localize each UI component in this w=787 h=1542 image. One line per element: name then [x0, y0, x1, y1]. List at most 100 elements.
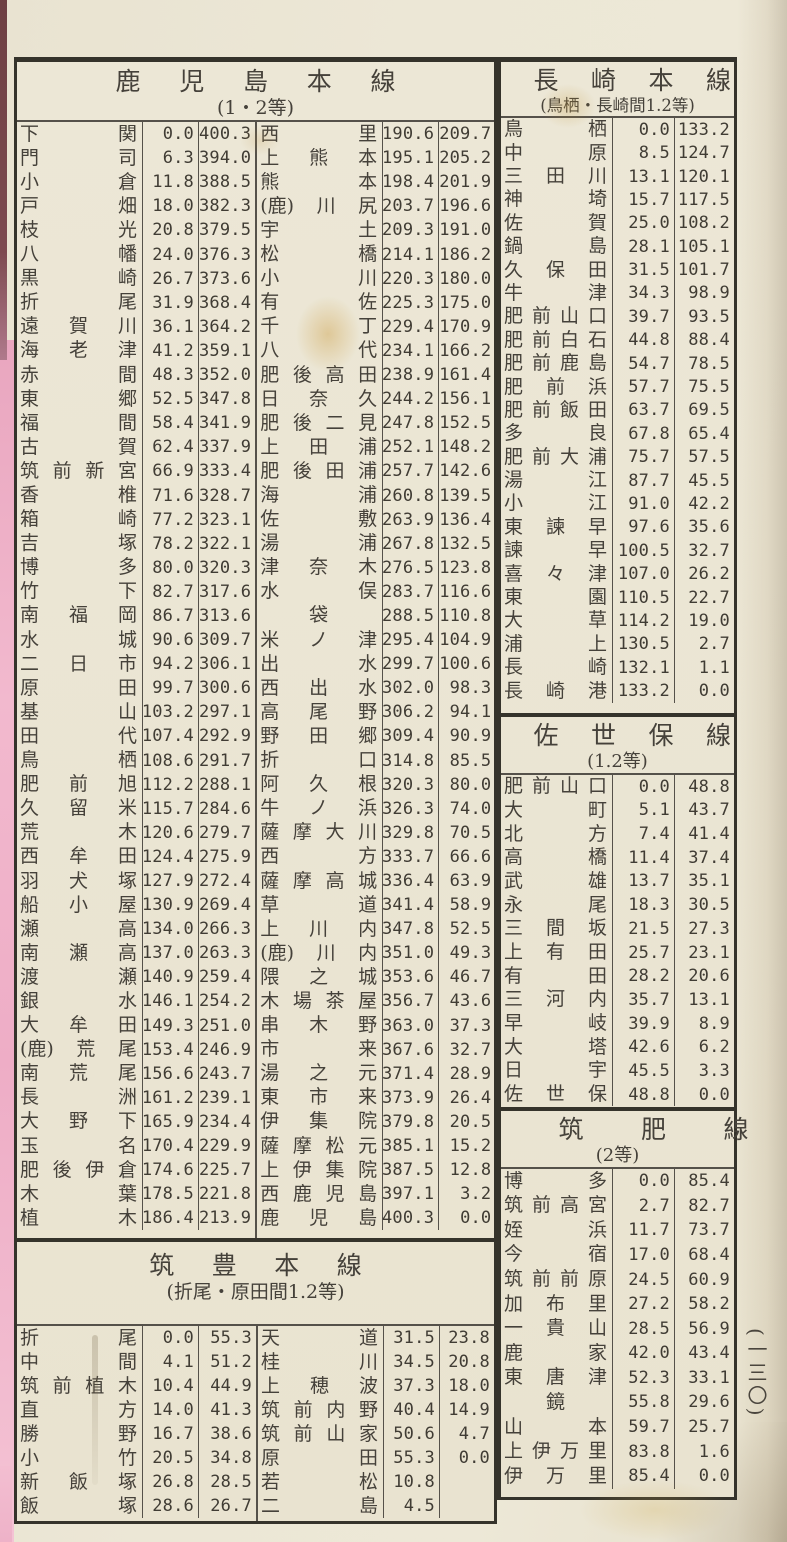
station-name: 箱崎 — [17, 507, 143, 532]
station-name: 上有田 — [501, 940, 613, 965]
station-name: 門司 — [17, 146, 143, 171]
distance-down-km: 4.5 — [384, 1494, 440, 1518]
distance-down-km: 36.1 — [143, 314, 199, 339]
distance-down-km: 78.2 — [143, 531, 199, 556]
station-name: 多良 — [501, 422, 613, 446]
station-name: 西牟田 — [17, 844, 143, 869]
station-row: 浦上 130.5 2.7 — [501, 632, 734, 657]
station-name: 木場茶屋 — [257, 989, 384, 1014]
station-name: 小川 — [257, 266, 384, 291]
distance-up-km: 309.7 — [199, 630, 252, 651]
station-row: 串木野 363.0 37.3 — [257, 1013, 494, 1038]
station-row: 有田 28.2 20.6 — [501, 964, 734, 989]
section-subtitle: (2等) — [595, 1145, 640, 1167]
distance-down-km: 146.1 — [142, 989, 199, 1014]
distance-up-km: 101.7 — [677, 260, 730, 281]
station-name: 長崎 — [501, 656, 613, 680]
station-row: 西牟田 124.4 275.9 — [17, 844, 255, 869]
distance-up-km: 38.6 — [210, 1424, 252, 1444]
distance-down-km: 252.1 — [382, 435, 440, 460]
distance-up-km: 14.9 — [448, 1400, 490, 1420]
distance-up-km: 35.1 — [688, 871, 730, 892]
distance-up-km: 209.7 — [439, 124, 492, 145]
distance-down-km: 124.4 — [142, 844, 199, 869]
distance-up-km: 259.4 — [199, 967, 252, 988]
distance-up-km: 60.9 — [688, 1269, 730, 1290]
station-name: 三田川 — [501, 164, 613, 189]
station-name: 日宇 — [501, 1059, 613, 1083]
distance-up-km: 279.7 — [199, 822, 252, 843]
station-row: 津奈木 276.5 123.8 — [257, 555, 494, 580]
station-row: 長崎港 133.2 0.0 — [501, 679, 734, 703]
station-row: 香椎 71.6 328.7 — [17, 483, 255, 508]
distance-down-km: 31.9 — [143, 290, 199, 315]
station-name: 阿久根 — [257, 772, 384, 797]
right-panel: 長崎本線 (鳥栖・長崎間1.2等) 鳥栖 0.0 133.2 中原 8.5 124.7 三田… — [497, 57, 787, 1500]
station-name: 筑前山家 — [258, 1422, 384, 1446]
station-row: 北方 7.4 41.4 — [501, 822, 734, 846]
distance-down-km: 45.5 — [613, 1059, 675, 1083]
station-name: 牛ノ浜 — [257, 796, 384, 821]
distance-up-km: 239.1 — [199, 1087, 252, 1108]
distance-down-km: 371.4 — [382, 1061, 440, 1086]
distance-down-km: 55.3 — [384, 1446, 440, 1470]
distance-down-km: 87.7 — [613, 468, 675, 493]
distance-up-km: 379.5 — [199, 220, 252, 241]
distance-up-km: 347.8 — [199, 389, 252, 410]
station-row: 折尾 31.9 368.4 — [17, 290, 255, 315]
station-row: 水俣 283.7 116.6 — [257, 579, 494, 604]
station-row: 東郷 52.5 347.8 — [17, 387, 255, 412]
distance-down-km: 28.5 — [613, 1316, 675, 1341]
station-row: 戸畑 18.0 382.3 — [17, 194, 255, 219]
station-name: 佐世保 — [501, 1082, 613, 1107]
station-name: 草道 — [257, 893, 384, 918]
distance-up-km: 12.8 — [449, 1160, 492, 1181]
distance-down-km: 336.4 — [382, 868, 440, 894]
section-title: 筑肥線 — [558, 1115, 787, 1144]
distance-down-km: 229.4 — [382, 314, 440, 339]
station-name: 佐賀 — [501, 211, 613, 235]
station-name: 喜々津 — [501, 562, 613, 586]
station-row: 原田 55.3 0.0 — [258, 1446, 494, 1470]
station-row: 八代 234.1 166.2 — [257, 338, 494, 363]
distance-up-km: 6.2 — [698, 1037, 730, 1058]
station-name: 三河内 — [501, 988, 613, 1012]
station-row: 上田浦 252.1 148.2 — [257, 435, 494, 460]
distance-down-km: 234.1 — [382, 338, 440, 363]
distance-down-km: 10.4 — [143, 1374, 199, 1398]
distance-up-km: 0.0 — [458, 1448, 490, 1468]
station-name: 市来 — [257, 1037, 384, 1062]
station-name: 黒崎 — [17, 266, 143, 291]
distance-down-km: 288.5 — [382, 603, 440, 629]
station-name: 上穂波 — [258, 1374, 384, 1398]
station-row: 宇土 209.3 191.0 — [257, 218, 494, 243]
station-row: 薩摩松元 385.1 15.2 — [257, 1133, 494, 1159]
distance-up-km: 300.6 — [199, 678, 252, 699]
station-row: 筑前内野 40.4 14.9 — [258, 1398, 494, 1422]
station-row: 鍋島 28.1 105.1 — [501, 235, 734, 259]
station-name: 肥前大浦 — [501, 445, 613, 469]
station-row: 西方 333.7 66.6 — [257, 844, 494, 869]
distance-up-km: 41.4 — [688, 824, 730, 845]
distance-up-km: 313.6 — [199, 605, 252, 626]
section-subtitle: (1・2等) — [216, 97, 294, 120]
station-name: 銀水 — [17, 989, 143, 1014]
section-title: 長崎本線 — [533, 66, 764, 95]
distance-down-km: 363.0 — [382, 1013, 440, 1038]
distance-up-km: 156.1 — [439, 389, 492, 410]
distance-down-km: 309.4 — [382, 724, 440, 749]
distance-up-km: 30.5 — [688, 895, 730, 916]
distance-down-km: 174.6 — [142, 1158, 199, 1183]
station-name: 玉名 — [17, 1133, 143, 1159]
distance-up-km: 166.2 — [439, 340, 492, 361]
distance-up-km: 246.9 — [199, 1039, 252, 1060]
distance-up-km: 32.7 — [688, 540, 730, 561]
station-row: 渡瀬 140.9 259.4 — [17, 965, 255, 990]
distance-down-km: 31.5 — [384, 1326, 440, 1350]
distance-down-km: 40.4 — [384, 1398, 440, 1422]
station-name: 浦上 — [501, 632, 613, 657]
distance-up-km: 108.2 — [677, 213, 730, 234]
distance-down-km: 97.6 — [613, 515, 675, 540]
distance-up-km: 0.0 — [698, 1466, 730, 1487]
book-binding-edge — [0, 0, 7, 360]
